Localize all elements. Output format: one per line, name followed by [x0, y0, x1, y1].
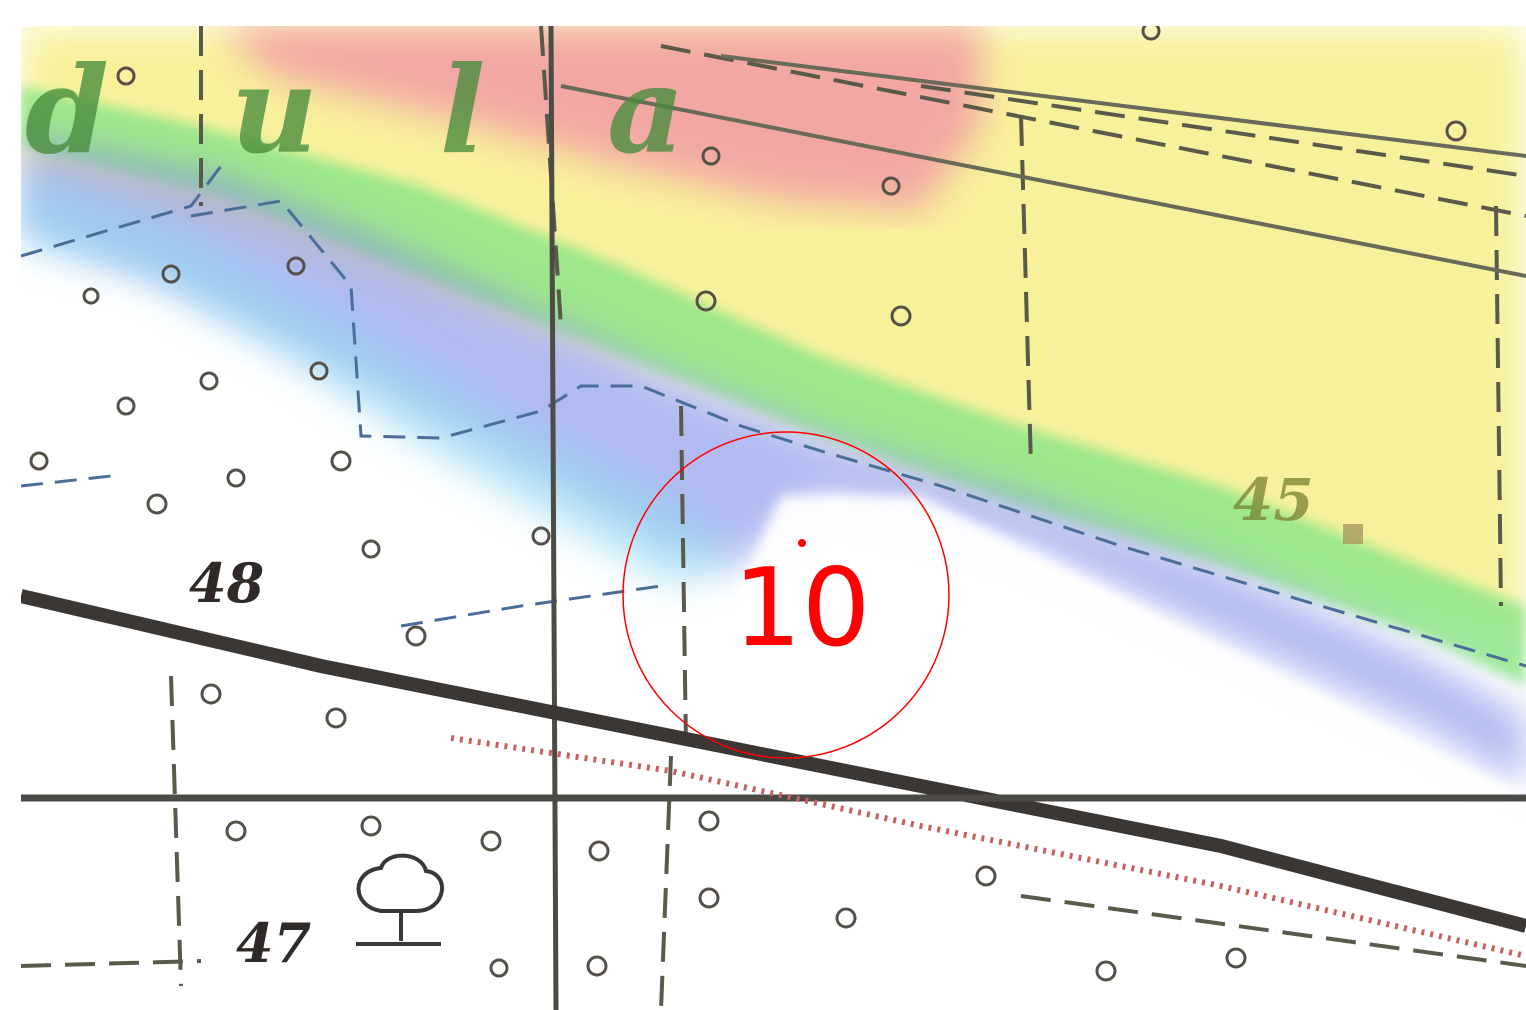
map-frame[interactable]: d u l a 45 48 47	[21, 26, 1526, 1010]
elevation-label-48: 48	[189, 551, 265, 615]
overlay-zones	[21, 26, 1526, 816]
elevation-label-47: 47	[236, 911, 312, 975]
map-canvas[interactable]	[21, 26, 1526, 1010]
tree-icon	[356, 853, 444, 946]
map-place-letters: d u l a	[25, 40, 725, 181]
green-zone	[21, 86, 1526, 686]
cyan-zone	[21, 176, 741, 586]
solid-tracks	[548, 26, 1526, 1010]
blue-zone	[21, 136, 1526, 786]
circle-marker-icon[interactable]	[622, 431, 950, 759]
railway-line	[21, 589, 1526, 959]
white-wedge	[721, 496, 1526, 816]
orchard-symbols	[29, 26, 1467, 982]
elevation-label-45: 45	[1233, 466, 1314, 534]
square-symbol	[1343, 524, 1363, 544]
marker-center-dot	[798, 539, 806, 547]
boundary-lines	[21, 165, 1526, 668]
marker-number-label: 10	[733, 546, 871, 671]
